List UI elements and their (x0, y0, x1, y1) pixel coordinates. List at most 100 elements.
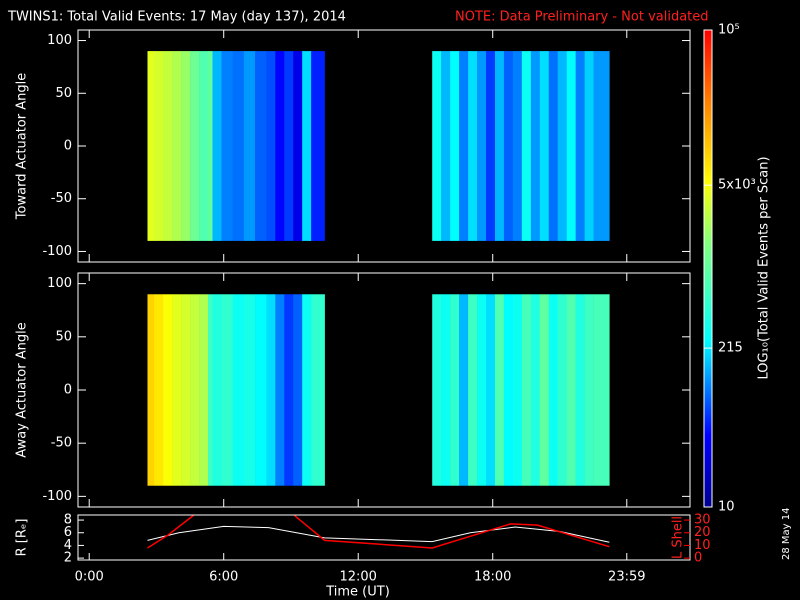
spectrogram-cell (311, 294, 325, 486)
spectrogram-cell (275, 294, 285, 486)
spectrogram-cell (459, 51, 469, 241)
colorbar (703, 29, 713, 508)
spectrogram-cell (584, 294, 594, 486)
y-tick-label: -100 (42, 244, 72, 259)
y-tick-label: 100 (47, 276, 72, 291)
spectrogram-cell (208, 51, 213, 241)
x-tick-label: 0:00 (75, 570, 104, 585)
spectrogram-cell (147, 294, 155, 486)
y-tick-label: 50 (55, 86, 72, 101)
spectrogram-cell (302, 294, 312, 486)
spectrogram-cell (477, 51, 487, 241)
y-tick-label: 0 (64, 383, 72, 398)
spectrogram-cell (199, 294, 209, 486)
spectrogram-cell (468, 294, 478, 486)
spectrogram-cell (450, 51, 460, 241)
y2-tick-label: 30 (694, 513, 711, 528)
x-axis-label: Time (UT) (325, 585, 390, 600)
date-stamp: 28 May 14 (781, 508, 792, 560)
y-axis-label: Toward Actuator Angle (15, 73, 30, 220)
spectrogram-cell (154, 294, 164, 486)
spectrogram-cell (311, 51, 325, 241)
y-axis-label: Away Actuator Angle (15, 322, 30, 457)
spectrogram-cell (557, 51, 568, 241)
spectrogram-cell (221, 51, 233, 241)
spectrogram-cell (503, 294, 514, 486)
spectrogram-cell (190, 294, 200, 486)
colorbar-tick-label: 10⁵ (718, 23, 740, 38)
spectrogram-cell (575, 51, 585, 241)
spectrogram-cell (432, 51, 442, 241)
spectrogram-cell (163, 294, 173, 486)
x-tick-label: 12:00 (339, 570, 376, 585)
spectrogram-cell (468, 51, 478, 241)
spectrogram-cell (284, 294, 294, 486)
spectrogram-cell (172, 294, 182, 486)
x-tick-label: 18:00 (474, 570, 511, 585)
spectrogram-cell (530, 294, 541, 486)
spectrogram-cell (486, 294, 496, 486)
spectrogram-cell (486, 51, 496, 241)
spectrogram-cell (284, 51, 294, 241)
note: NOTE: Data Preliminary - Not validated (455, 10, 709, 25)
spectrogram-cell (593, 294, 610, 486)
spectrogram-cell (521, 294, 532, 486)
spectrogram-cell (255, 51, 267, 241)
spectrogram-cell (521, 51, 532, 241)
y2-tick-label: 10 (694, 538, 711, 553)
spectrogram-cell (512, 294, 523, 486)
spectrogram-cell (539, 51, 550, 241)
spectrogram-cell (548, 294, 559, 486)
y-tick-label: -50 (51, 191, 72, 206)
spectrogram-cell (181, 51, 191, 241)
spectrogram-cell (494, 51, 505, 241)
spectrogram-cell (557, 294, 568, 486)
spectrogram-cell (539, 294, 550, 486)
spectrogram-cell (530, 51, 541, 241)
spectrogram-cell (503, 51, 514, 241)
spectrogram-cell (275, 51, 285, 241)
y-tick-label: -100 (42, 489, 72, 504)
spectrogram-cell (459, 294, 469, 486)
spectrogram-cell (593, 51, 610, 241)
y2-tick-label: 0 (694, 551, 702, 566)
spectrogram-cell (432, 294, 442, 486)
spectrogram-cell (232, 294, 245, 486)
spectrogram-cell (255, 294, 267, 486)
spectrogram-cell (293, 51, 303, 241)
colorbar-tick-label: 215 (718, 341, 743, 356)
spectrogram-cell (181, 294, 191, 486)
colorbar-tick-label: 5x10³ (718, 178, 756, 193)
spectrogram-cell (212, 51, 222, 241)
colorbar-tick-label: 10 (718, 500, 735, 515)
spectrogram-cell (512, 51, 523, 241)
spectrogram-cell (212, 294, 222, 486)
chart-title: TWINS1: Total Valid Events: 17 May (day … (7, 10, 346, 25)
spectrogram-cell (147, 51, 155, 241)
x-tick-label: 6:00 (209, 570, 238, 585)
x-tick-label: 23:59 (608, 570, 645, 585)
spectrogram-cell (575, 294, 585, 486)
spectrogram-cell (208, 294, 213, 486)
spectrogram-cell (243, 294, 256, 486)
spectrogram-cell (266, 51, 276, 241)
spectrogram-cell (266, 294, 276, 486)
spectrogram-cell (584, 51, 594, 241)
spectrogram-cell (232, 51, 245, 241)
y-tick-label: 100 (47, 33, 72, 48)
y-tick-label: 4 (64, 538, 72, 553)
spectrogram-cell (566, 294, 576, 486)
orbit-lines (147, 515, 610, 549)
y2-tick-label: 20 (694, 525, 711, 540)
spectrogram-cell (163, 51, 173, 241)
spectrogram-cell (548, 51, 559, 241)
y-tick-label: 0 (64, 139, 72, 154)
spectrogram-cell (190, 51, 200, 241)
spectrogram-cell (441, 294, 451, 486)
spectrogram-cell (450, 294, 460, 486)
panel-frame (77, 514, 691, 561)
y2-axis-label: L Shell (671, 516, 686, 559)
spectrogram-cell (477, 294, 487, 486)
y-axis-label: R [Rₑ] (15, 519, 30, 557)
spectrogram-cell (302, 51, 312, 241)
